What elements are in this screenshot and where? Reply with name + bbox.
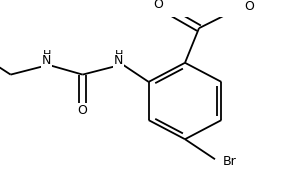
Text: N: N (42, 55, 51, 67)
Text: H: H (42, 50, 51, 60)
Text: N: N (114, 55, 123, 67)
Text: H: H (114, 50, 123, 60)
Text: O: O (244, 0, 254, 13)
Text: Br: Br (223, 156, 237, 168)
Text: O: O (153, 0, 163, 11)
Text: O: O (78, 104, 88, 117)
